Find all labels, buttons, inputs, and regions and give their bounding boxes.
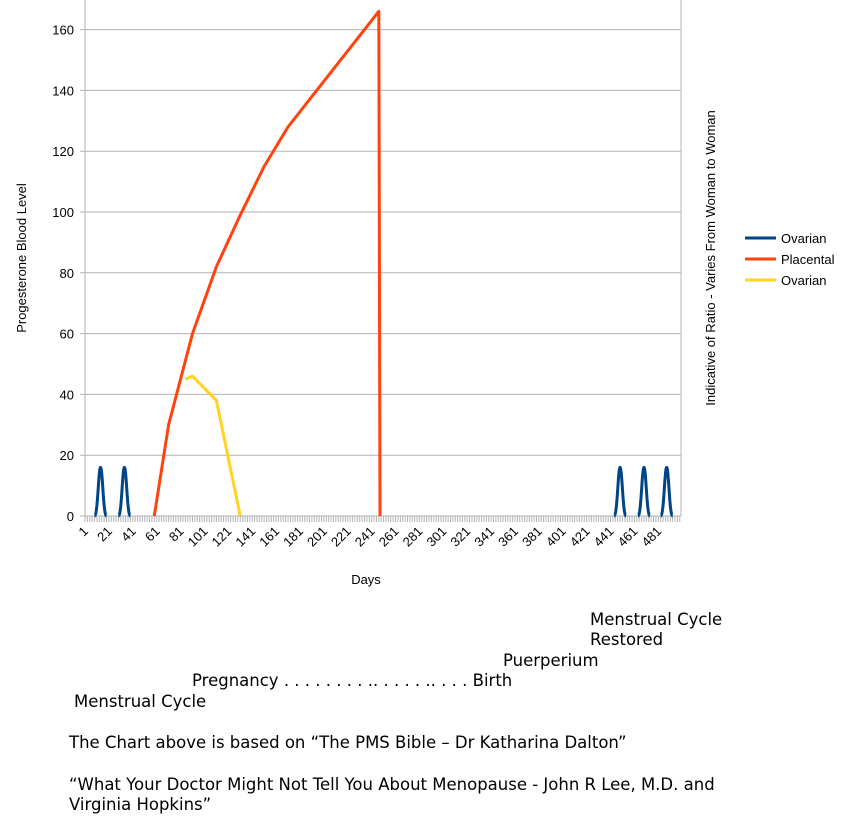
source-citation-2-line2: Virginia Hopkins” bbox=[69, 795, 212, 814]
x-tick-label: 441 bbox=[591, 524, 617, 550]
y-tick-label: 60 bbox=[60, 327, 74, 342]
x-tick-label: 261 bbox=[376, 524, 402, 550]
y-tick-labels: 0 20 40 60 80 100 120 140 160 bbox=[52, 23, 74, 524]
x-tick-label: 81 bbox=[166, 524, 187, 545]
ovarian-cycle-peak bbox=[93, 465, 108, 518]
y-tick-label: 0 bbox=[67, 509, 74, 524]
ovarian-cycle-peak bbox=[636, 465, 652, 518]
y-tick-label: 20 bbox=[60, 448, 74, 463]
ovarian-cycle-peak bbox=[659, 465, 675, 518]
y-tick-label: 140 bbox=[52, 83, 74, 98]
ovarian-cycle-peak bbox=[612, 465, 628, 518]
x-tick-label: 321 bbox=[447, 524, 473, 550]
x-tick-label: 161 bbox=[256, 524, 282, 550]
legend-label: Ovarian bbox=[781, 273, 827, 288]
y-axis-title: Progesterone Blood Level bbox=[14, 183, 29, 333]
note-menstrual-cycle-restored-line1: Menstrual Cycle bbox=[590, 610, 723, 629]
y-tick-label: 100 bbox=[52, 205, 74, 220]
x-tick-label: 421 bbox=[567, 524, 593, 550]
source-citation-2-line1: “What Your Doctor Might Not Tell You Abo… bbox=[69, 775, 715, 794]
source-citation-1: The Chart above is based on “The PMS Bib… bbox=[69, 733, 627, 752]
x-tick-label: 241 bbox=[352, 524, 378, 550]
x-tick-label: 381 bbox=[519, 524, 545, 550]
legend-label: Ovarian bbox=[781, 231, 827, 246]
x-tick-label: 181 bbox=[280, 524, 306, 550]
x-tick-label: 301 bbox=[423, 524, 449, 550]
grid-lines bbox=[85, 29, 681, 456]
x-tick-label: 61 bbox=[142, 524, 163, 545]
x-tick-label: 221 bbox=[328, 524, 354, 550]
series-group bbox=[93, 9, 675, 518]
x-tick-label: 401 bbox=[543, 524, 569, 550]
x-minor-ticks bbox=[80, 29, 681, 522]
x-tick-label: 361 bbox=[495, 524, 521, 550]
y-tick-label: 160 bbox=[52, 23, 74, 38]
ovarian-pregnancy-series-line bbox=[184, 374, 242, 517]
x-tick-label: 281 bbox=[400, 524, 426, 550]
x-tick-label: 41 bbox=[118, 524, 139, 545]
x-tick-label: 341 bbox=[471, 524, 497, 550]
x-tick-labels: 1 21 41 61 811011211411611812012212412612813… bbox=[75, 524, 664, 550]
x-tick-label: 101 bbox=[185, 524, 211, 550]
x-tick-label: 121 bbox=[208, 524, 234, 550]
secondary-y-axis-title: Indicative of Ratio - Varies From Woman … bbox=[703, 110, 718, 406]
note-menstrual-cycle-restored-line2: Restored bbox=[590, 630, 664, 649]
ovarian-cycle-peak bbox=[116, 465, 132, 518]
x-tick-label: 141 bbox=[232, 524, 258, 550]
y-tick-label: 80 bbox=[60, 266, 74, 281]
legend: Ovarian Placental Ovarian bbox=[745, 231, 835, 288]
x-tick-label: 461 bbox=[615, 524, 641, 550]
x-axis-title: Days bbox=[351, 572, 381, 587]
legend-label: Placental bbox=[781, 252, 835, 267]
x-tick-label: 1 bbox=[75, 524, 91, 540]
x-tick-label: 21 bbox=[94, 524, 115, 545]
y-tick-label: 120 bbox=[52, 144, 74, 159]
note-puerperium: Puerperium bbox=[503, 651, 599, 670]
y-tick-label: 40 bbox=[60, 387, 74, 402]
x-tick-label: 201 bbox=[304, 524, 330, 550]
note-menstrual-cycle: Menstrual Cycle bbox=[74, 692, 207, 711]
x-tick-label: 481 bbox=[638, 524, 664, 550]
placental-series-line bbox=[152, 9, 382, 517]
note-pregnancy-birth: Pregnancy . . . . . . . . .. . . . . .. … bbox=[192, 671, 513, 690]
